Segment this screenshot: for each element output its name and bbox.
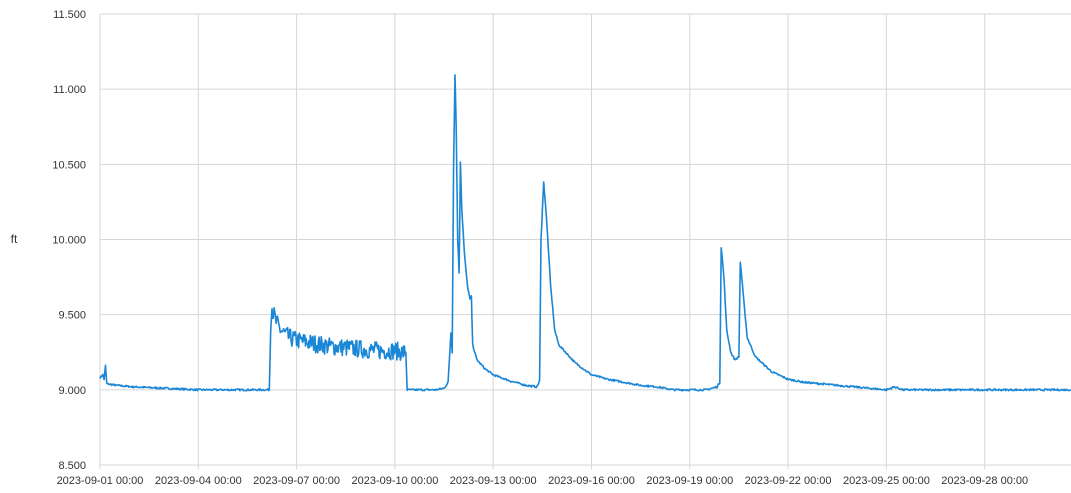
x-tick-label: 2023-09-01 00:00 [57, 475, 144, 487]
x-tick-label: 2023-09-25 00:00 [843, 475, 930, 487]
x-tick-label: 2023-09-10 00:00 [351, 475, 438, 487]
y-tick-label: 9.000 [58, 385, 86, 397]
series-line [99, 74, 1071, 392]
x-tick-label: 2023-09-28 00:00 [941, 475, 1028, 487]
y-axis-ticks: 8.500 9.000 9.500 10.000 10.500 11.000 11.500 [52, 9, 86, 472]
y-tick-label: 11.000 [53, 84, 86, 96]
y-tick-label: 10.500 [52, 159, 86, 171]
y-tick-label: 8.500 [58, 460, 86, 472]
grid [99, 13, 1071, 469]
x-axis-ticks: 2023-09-01 00:00 2023-09-04 00:00 2023-09-… [57, 475, 1029, 487]
x-tick-label: 2023-09-07 00:00 [253, 475, 340, 487]
x-tick-label: 2023-09-19 00:00 [646, 475, 733, 487]
y-tick-label: 10.000 [52, 235, 86, 247]
x-tick-label: 2023-09-13 00:00 [450, 475, 537, 487]
y-tick-label: 9.500 [58, 310, 86, 322]
y-tick-label: 11.500 [53, 9, 86, 21]
x-tick-label: 2023-09-22 00:00 [745, 475, 832, 487]
x-tick-label: 2023-09-16 00:00 [548, 475, 635, 487]
y-axis-label: ft [11, 232, 18, 246]
x-tick-label: 2023-09-04 00:00 [155, 475, 242, 487]
